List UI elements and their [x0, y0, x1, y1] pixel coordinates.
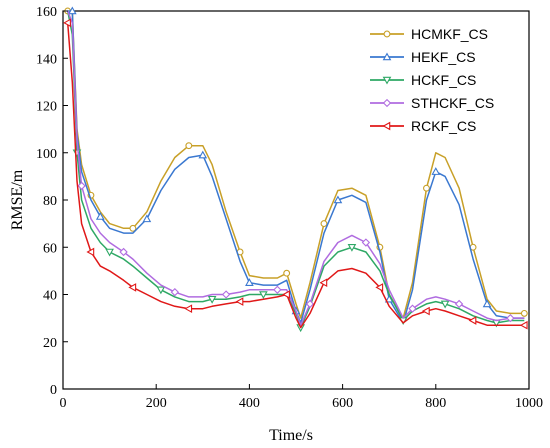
data-point-sthckf-cs — [170, 287, 180, 297]
x-axis-title: Time/s — [269, 427, 313, 444]
data-point-hcmkf-cs — [185, 142, 193, 150]
y-tick-label: 80 — [43, 194, 57, 209]
data-point-hekf-cs — [95, 212, 105, 220]
legend-item-hekf-cs: HEKF_CS — [370, 49, 476, 65]
legend-item-rckf-cs: RCKF_CS — [370, 118, 476, 134]
y-tick-label: 0 — [50, 383, 57, 398]
series-layer — [63, 6, 528, 333]
data-point-rckf-cs — [319, 278, 328, 288]
series-rckf-cs — [63, 18, 528, 330]
legend-label: RCKF_CS — [411, 118, 476, 134]
data-point-sthckf-cs — [119, 247, 128, 257]
legend-label: STHCKF_CS — [411, 95, 494, 111]
series-line-rckf-cs — [66, 22, 525, 329]
legend-marker — [382, 52, 392, 61]
data-point-rckf-cs — [519, 320, 528, 330]
data-point-sthckf-cs — [273, 285, 282, 294]
y-tick-label: 140 — [36, 52, 57, 67]
legend-item-hckf-cs: HCKF_CS — [370, 72, 476, 88]
legend-label: HCKF_CS — [411, 72, 476, 88]
data-point-rckf-cs — [468, 316, 477, 325]
data-point-hckf-cs — [347, 243, 357, 252]
data-point-hekf-cs — [245, 278, 254, 286]
legend-label: HEKF_CS — [411, 49, 476, 65]
data-point-rckf-cs — [421, 306, 430, 316]
legend-marker — [383, 30, 391, 38]
data-point-hekf-cs — [198, 150, 208, 159]
legend-item-sthckf-cs: STHCKF_CS — [370, 95, 494, 111]
data-point-hekf-cs — [67, 6, 77, 15]
data-point-rckf-cs — [63, 18, 71, 28]
data-point-sthckf-cs — [221, 290, 231, 299]
y-tick-label: 40 — [43, 289, 57, 304]
y-tick-label: 100 — [36, 147, 57, 162]
data-point-hcmkf-cs — [423, 184, 430, 192]
axes-layer: 0 200 400 600 800 1000 0 20 40 60 80 100 120 140 160 — [36, 5, 543, 411]
data-point-hcmkf-cs — [320, 220, 328, 228]
y-tick-label: 120 — [36, 100, 57, 115]
data-point-hcmkf-cs — [283, 269, 291, 277]
legend-label: HCMKF_CS — [411, 26, 488, 42]
x-tick-label: 800 — [425, 396, 446, 411]
x-tick-label: 0 — [60, 396, 67, 411]
x-tick-label: 400 — [239, 396, 260, 411]
data-point-sthckf-cs — [305, 299, 315, 309]
data-point-rckf-cs — [184, 304, 193, 314]
data-point-rckf-cs — [235, 297, 244, 306]
data-point-hekf-cs — [333, 195, 343, 204]
y-tick-label: 160 — [36, 5, 57, 20]
data-point-rckf-cs — [282, 290, 290, 299]
x-tick-label: 600 — [332, 396, 353, 411]
legend-marker — [382, 121, 391, 131]
data-point-hekf-cs — [482, 299, 492, 308]
x-tick-label: 200 — [146, 396, 167, 411]
data-point-rckf-cs — [86, 247, 95, 257]
data-point-hcmkf-cs — [520, 309, 528, 317]
data-point-hekf-cs — [142, 214, 152, 223]
data-point-rckf-cs — [128, 283, 137, 292]
legend-marker — [382, 98, 392, 108]
data-point-hckf-cs — [440, 300, 450, 309]
data-point-hcmkf-cs — [129, 224, 137, 232]
y-tick-label: 60 — [43, 241, 57, 256]
plot-frame — [62, 10, 530, 390]
data-point-sthckf-cs — [408, 304, 417, 313]
y-tick-label: 20 — [43, 336, 57, 351]
data-point-sthckf-cs — [454, 299, 464, 309]
data-point-rckf-cs — [375, 283, 384, 292]
data-point-hekf-cs — [431, 167, 441, 175]
legend-item-hcmkf-cs: HCMKF_CS — [370, 26, 488, 42]
y-axis-title: RMSE/m — [9, 169, 26, 230]
data-point-hckf-cs — [105, 248, 114, 257]
data-point-hckf-cs — [259, 291, 268, 300]
data-point-hckf-cs — [207, 295, 217, 304]
series-line-sthckf-cs — [67, 10, 525, 326]
data-point-sthckf-cs — [77, 181, 86, 191]
data-point-sthckf-cs — [506, 313, 515, 323]
data-point-hckf-cs — [156, 286, 166, 295]
data-point-sthckf-cs — [361, 238, 371, 247]
series-sthckf-cs — [67, 10, 525, 326]
legend-marker — [382, 76, 392, 85]
legend: HCMKF_CS HEKF_CS HCKF_CS STHCKF_CS RCKF_CS — [370, 26, 494, 134]
x-tick-label: 1000 — [515, 396, 543, 411]
